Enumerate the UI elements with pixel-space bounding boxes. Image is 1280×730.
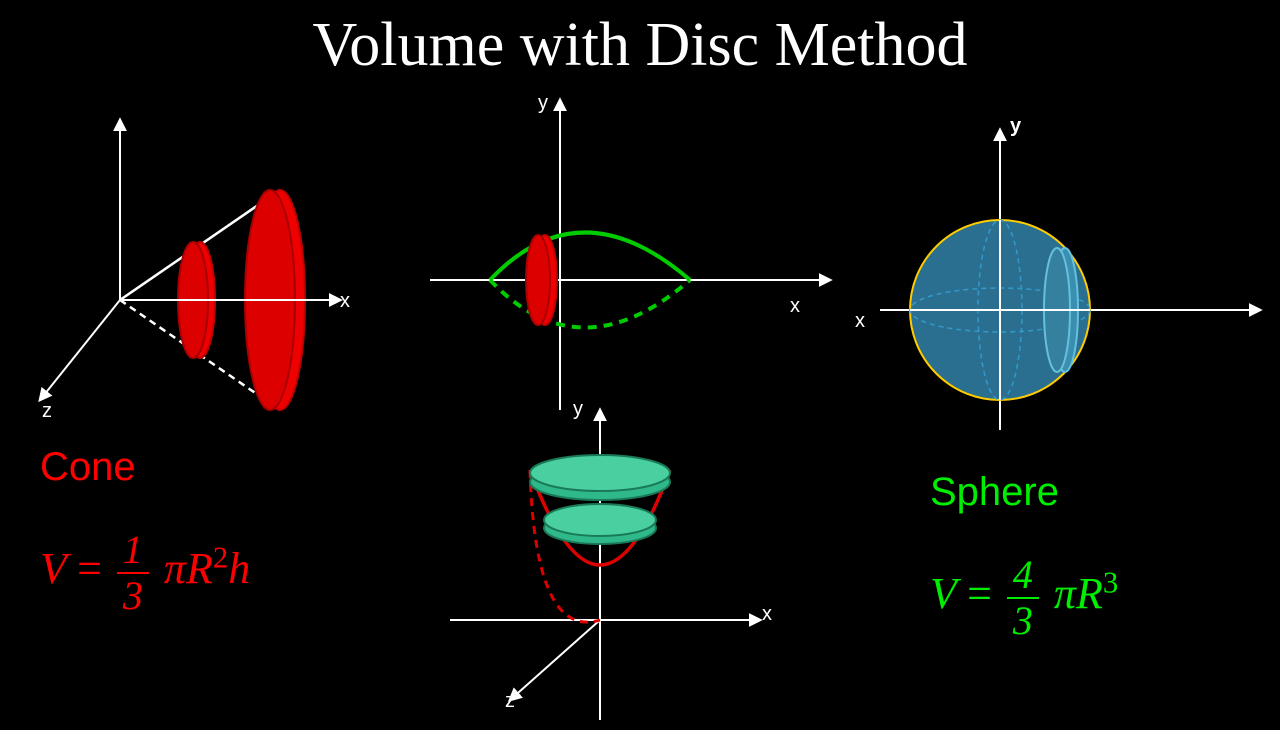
paraboloid-diagram	[420, 400, 780, 730]
formula-num: 1	[117, 530, 149, 574]
axis-label-x: x	[762, 603, 772, 626]
sphere-label: Sphere	[930, 470, 1059, 515]
axis-label-x: x	[855, 310, 865, 333]
lens-diagram	[410, 90, 840, 410]
formula-v: V	[930, 569, 956, 618]
axis-label-y: y	[538, 92, 548, 115]
formula-den: 3	[117, 574, 149, 616]
cone-diagram	[20, 100, 370, 430]
page-title: Volume with Disc Method	[0, 10, 1280, 81]
axis-label-y: y	[573, 398, 583, 421]
formula-den: 3	[1007, 599, 1039, 641]
formula-num: 4	[1007, 555, 1039, 599]
cone-formula: V = 1 3 πR2h	[40, 530, 250, 616]
cone-label: Cone	[40, 445, 136, 490]
axis-label-z: z	[505, 690, 515, 713]
axis-label-x: x	[790, 295, 800, 318]
axis-label-z: z	[42, 400, 52, 423]
axis-label-y: y	[1010, 115, 1021, 138]
axis-label-x: x	[340, 290, 350, 313]
sphere-formula: V = 4 3 πR3	[930, 555, 1118, 641]
sphere-diagram	[870, 110, 1270, 440]
formula-v: V	[40, 544, 66, 593]
